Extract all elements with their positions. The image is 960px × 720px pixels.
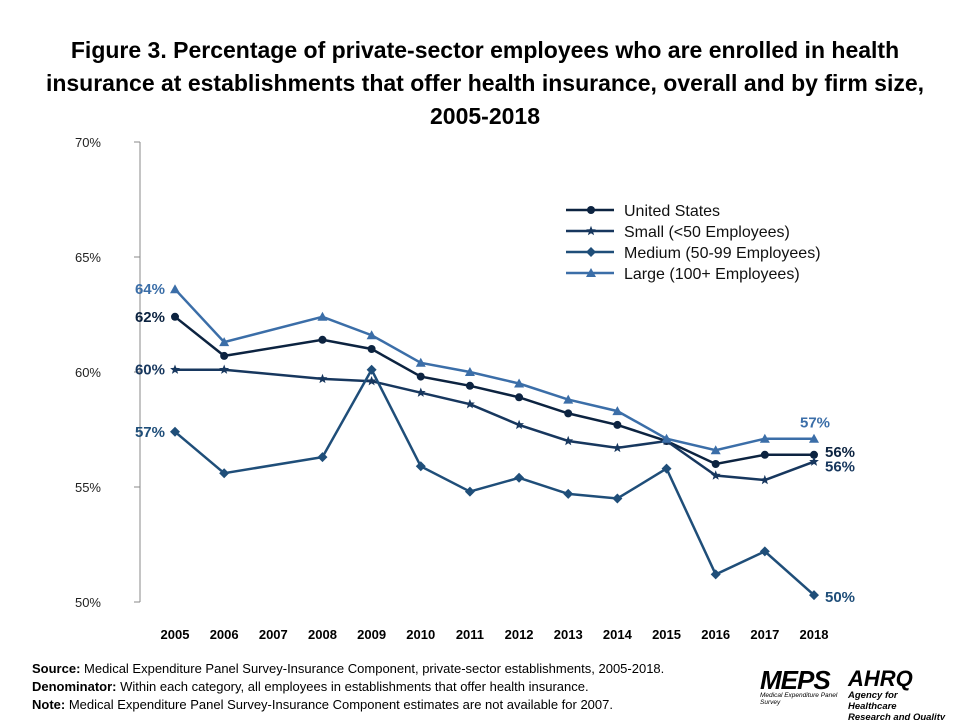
availability-note: Note: Medical Expenditure Panel Survey-I…	[32, 697, 613, 712]
x-tick-label: 2010	[406, 627, 435, 642]
end-data-label: 57%	[800, 415, 830, 432]
y-tick-label: 50%	[75, 595, 101, 610]
data-point	[170, 284, 180, 294]
data-point	[464, 367, 475, 376]
data-point	[219, 468, 230, 479]
data-point	[514, 378, 525, 388]
data-point	[415, 387, 426, 397]
data-point	[464, 486, 475, 497]
x-tick-label: 2018	[800, 627, 829, 642]
meps-logo: MEPS Medical Expenditure Panel Survey	[760, 665, 838, 706]
data-point	[367, 345, 376, 353]
data-point	[366, 376, 377, 386]
legend-marker	[587, 206, 595, 214]
data-point	[416, 372, 425, 381]
x-tick-label: 2013	[554, 627, 583, 642]
y-tick-label: 65%	[75, 250, 101, 265]
source-note: Source: Medical Expenditure Panel Survey…	[32, 661, 665, 676]
data-point	[810, 450, 818, 459]
data-point	[612, 442, 623, 453]
x-tick-label: 2011	[456, 627, 484, 642]
x-tick-label: 2017	[750, 627, 779, 642]
series-line-0	[174, 315, 814, 466]
data-point	[563, 394, 574, 404]
data-point	[809, 590, 819, 601]
x-tick-label: 2008	[308, 627, 337, 642]
end-data-label: 50%	[825, 589, 855, 606]
x-tick-label: 2014	[603, 627, 633, 642]
data-point	[514, 419, 524, 430]
data-point	[415, 357, 426, 367]
data-point	[318, 335, 327, 344]
x-tick-label: 2006	[210, 627, 239, 642]
data-point	[170, 426, 180, 437]
x-tick-label: 2015	[652, 627, 681, 642]
start-data-label: 57%	[135, 424, 165, 441]
y-tick-label: 70%	[75, 135, 101, 150]
data-point	[220, 351, 229, 360]
start-data-label: 64%	[135, 281, 165, 298]
start-data-label: 62%	[135, 309, 165, 326]
data-point	[317, 311, 328, 321]
end-data-label: 56%	[825, 444, 855, 461]
data-point	[563, 488, 574, 499]
x-tick-label: 2007	[259, 627, 288, 642]
chart-notes: Source: Medical Expenditure Panel Survey…	[32, 660, 664, 714]
data-point	[759, 474, 770, 485]
x-tick-label: 2016	[701, 627, 730, 642]
data-point	[710, 569, 721, 580]
data-point	[809, 433, 819, 443]
chart-title: Figure 3. Percentage of private-sector e…	[45, 37, 925, 129]
data-point	[219, 364, 230, 374]
x-tick-label: 2012	[505, 627, 534, 642]
legend-marker	[586, 247, 596, 257]
legend-label: Medium (50-99 Employees)	[624, 245, 821, 262]
data-point	[563, 435, 574, 446]
data-point	[219, 337, 230, 347]
data-point	[661, 463, 672, 474]
data-point	[170, 364, 180, 374]
data-point	[759, 433, 770, 443]
legend-marker	[586, 268, 596, 277]
x-tick-label: 2009	[357, 627, 386, 642]
end-data-label: 56%	[825, 459, 855, 476]
data-point	[415, 461, 426, 472]
data-point	[613, 420, 622, 429]
data-point	[317, 452, 328, 463]
data-point	[711, 460, 720, 468]
data-point	[710, 470, 721, 480]
data-point	[760, 450, 769, 459]
data-point	[514, 472, 525, 483]
x-tick-label: 2005	[161, 627, 190, 642]
data-point	[612, 493, 623, 504]
legend-label: United States	[624, 203, 720, 220]
series-line-2	[174, 367, 815, 597]
data-point	[612, 406, 623, 416]
data-point	[317, 373, 328, 384]
data-point	[759, 546, 770, 557]
data-point	[366, 330, 377, 340]
data-point	[171, 312, 179, 321]
data-point	[515, 393, 524, 402]
ahrq-logo: AHRQ Agency for Healthcare Research and …	[848, 666, 946, 720]
legend-label: Large (100+ Employees)	[624, 266, 800, 283]
data-point	[661, 433, 672, 443]
y-tick-label: 60%	[75, 365, 101, 380]
data-point	[465, 399, 475, 409]
legend-label: Small (<50 Employees)	[624, 224, 790, 241]
data-point	[465, 381, 474, 390]
data-point	[366, 364, 377, 375]
denominator-note: Denominator: Within each category, all e…	[32, 679, 589, 694]
data-point	[809, 456, 819, 466]
legend-marker	[586, 225, 596, 236]
data-point	[710, 445, 721, 455]
start-data-label: 60%	[135, 362, 165, 379]
data-point	[564, 409, 573, 418]
y-tick-label: 55%	[75, 480, 101, 495]
series-line-3	[174, 288, 814, 452]
